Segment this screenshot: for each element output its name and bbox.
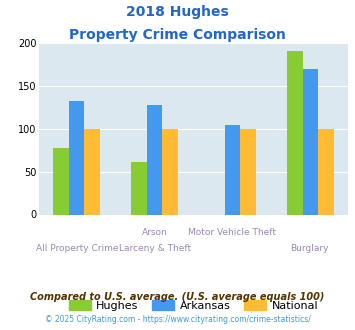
Text: Arson: Arson bbox=[142, 228, 168, 237]
Bar bbox=[240, 129, 256, 214]
Text: Motor Vehicle Theft: Motor Vehicle Theft bbox=[188, 228, 276, 237]
Text: Property Crime Comparison: Property Crime Comparison bbox=[69, 28, 286, 42]
Bar bbox=[53, 148, 69, 214]
Bar bbox=[84, 129, 100, 214]
Bar bbox=[162, 129, 178, 214]
Bar bbox=[131, 162, 147, 214]
Text: All Property Crime: All Property Crime bbox=[37, 244, 119, 253]
Text: © 2025 CityRating.com - https://www.cityrating.com/crime-statistics/: © 2025 CityRating.com - https://www.city… bbox=[45, 315, 310, 324]
Bar bbox=[147, 105, 162, 214]
Text: Compared to U.S. average. (U.S. average equals 100): Compared to U.S. average. (U.S. average … bbox=[30, 292, 325, 302]
Bar bbox=[287, 50, 303, 214]
Text: 2018 Hughes: 2018 Hughes bbox=[126, 5, 229, 19]
Bar bbox=[303, 70, 318, 214]
Bar bbox=[69, 101, 84, 214]
Legend: Hughes, Arkansas, National: Hughes, Arkansas, National bbox=[64, 296, 323, 315]
Text: Burglary: Burglary bbox=[290, 244, 328, 253]
Bar bbox=[318, 129, 334, 214]
Bar bbox=[225, 125, 240, 214]
Text: Larceny & Theft: Larceny & Theft bbox=[119, 244, 191, 253]
